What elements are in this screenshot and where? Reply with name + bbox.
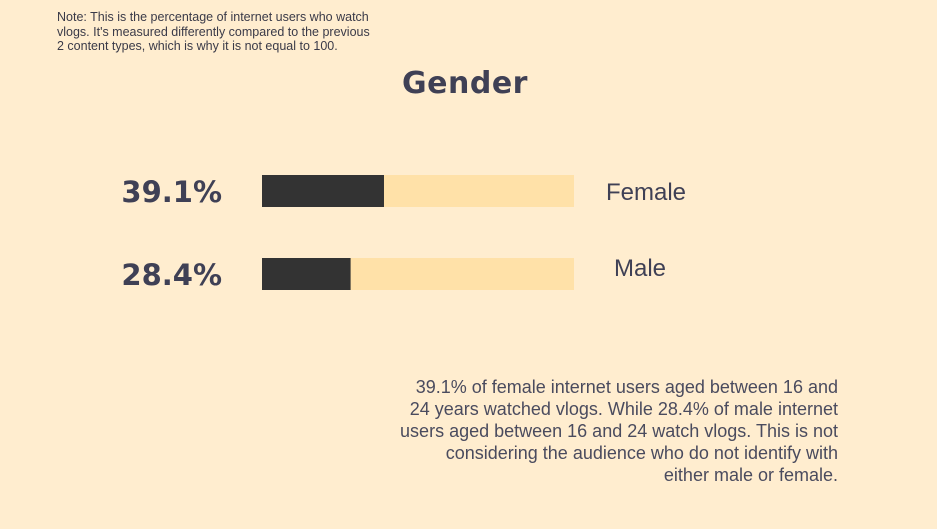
bar-male — [262, 258, 351, 290]
bar-female — [262, 175, 384, 207]
category-label-female: Female — [606, 179, 686, 206]
value-label-female: 39.1% — [121, 175, 222, 209]
category-label-male: Male — [614, 255, 666, 282]
chart-title: Gender — [402, 66, 528, 101]
value-label-male: 28.4% — [121, 258, 222, 292]
chart-description: 39.1% of female internet users aged betw… — [400, 377, 838, 485]
chart-note: Note: This is the percentage of internet… — [57, 10, 370, 53]
